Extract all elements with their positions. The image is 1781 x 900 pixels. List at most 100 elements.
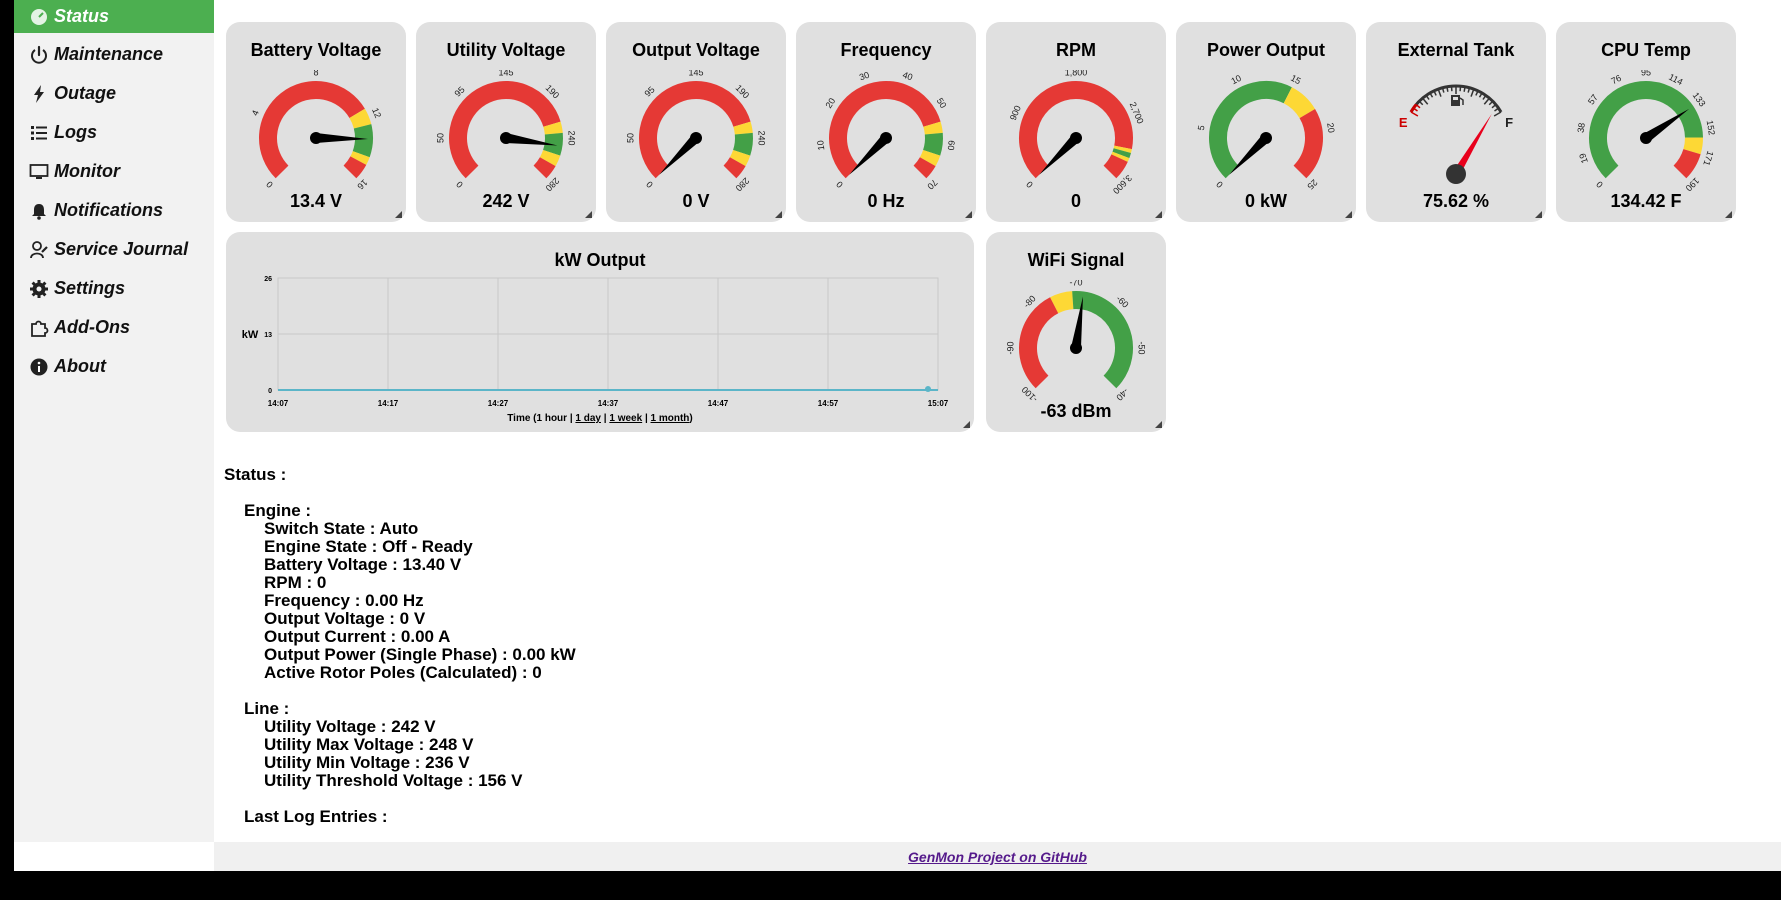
power-output-gauge: 0 5 10 15 20 25 (1196, 73, 1337, 192)
sidebar-item-outage[interactable]: Outage (14, 74, 214, 113)
kw-output-chart-tile: kW Output 14:07 14:17 14:27 14:37 14:47 14:57… (226, 232, 974, 432)
utility-voltage-gauge-tile: Utility Voltage 242 V 0 50 95 145 190 240 280 (416, 22, 596, 222)
sidebar-item-label: Monitor (54, 161, 120, 181)
gauge-band (1019, 297, 1059, 389)
fuel-full-label: F (1505, 115, 1513, 130)
status-line: Active Rotor Poles (Calculated) : 0 (264, 663, 542, 682)
range-1-day-link[interactable]: 1 day (575, 413, 601, 424)
last-log-entries-title: Last Log Entries : (244, 807, 388, 826)
fuel-tick (1429, 92, 1434, 98)
github-link[interactable]: GenMon Project on GitHub (908, 849, 1087, 865)
gauge-band (1209, 81, 1292, 179)
sidebar-item-logs[interactable]: Logs (14, 113, 214, 152)
sidebar-item-label: Service Journal (54, 239, 189, 259)
gauge-tick-label: 95 (643, 85, 657, 99)
gauge-band (449, 81, 561, 179)
gauge-band (919, 149, 941, 167)
list-icon (28, 122, 50, 144)
status-line: Switch State : Auto (264, 519, 419, 538)
info-icon (28, 356, 50, 378)
gauge-title: RPM (1056, 40, 1096, 60)
gauge-needle (659, 134, 700, 175)
resize-handle[interactable] (775, 211, 782, 218)
gauge-title: CPU Temp (1601, 40, 1691, 60)
gauge-hub (1070, 132, 1082, 144)
sidebar-item-monitor[interactable]: Monitor (14, 152, 214, 191)
resize-handle[interactable] (965, 211, 972, 218)
gauge-tick-label: 10 (815, 140, 826, 151)
dashboard-icon (28, 6, 50, 28)
status-line: Output Current : 0.00 A (264, 627, 451, 646)
gauge-needle (1039, 134, 1080, 175)
rpm-gauge-tile: RPM 0 0 900 1,800 2,700 3,600 (986, 22, 1166, 222)
sidebar-item-about[interactable]: About (14, 347, 214, 386)
gauge-band (539, 149, 561, 167)
fuel-tick (1470, 88, 1475, 97)
sidebar-item-settings[interactable]: Settings (14, 269, 214, 308)
resize-handle[interactable] (1345, 211, 1352, 218)
gauge-band (1072, 291, 1133, 389)
chart-x-tick-label: 14:57 (818, 399, 839, 408)
status-line: Output Voltage : 0 V (264, 609, 426, 628)
external-tank-gauge-tile: External Tank 75.62 % E F (1366, 22, 1546, 222)
sidebar-item-maintenance[interactable]: Maintenance (14, 35, 214, 74)
gauge-tick-label: 95 (1641, 70, 1651, 77)
chart-y-tick-label: 0 (268, 388, 272, 395)
resize-handle[interactable] (1155, 211, 1162, 218)
status-line: Utility Voltage : 242 V (264, 717, 436, 736)
gauge-band (729, 149, 751, 167)
gauge-band (1112, 148, 1131, 159)
gauge-title: Utility Voltage (446, 40, 566, 60)
gauge-value: -63 dBm (1040, 401, 1112, 421)
gauge-band (533, 156, 556, 179)
gauge-tick-label: 15 (1289, 73, 1302, 86)
gauge-tick-label: 8 (313, 70, 318, 77)
range-1-week-link[interactable]: 1 week (609, 413, 643, 424)
resize-handle[interactable] (1155, 421, 1162, 428)
sidebar-item-label: Notifications (54, 200, 164, 220)
status-line: Utility Min Voltage : 236 V (264, 753, 470, 772)
fuel-tick (1491, 104, 1497, 109)
sidebar-item-status[interactable]: Status (14, 0, 214, 33)
fuel-tick (1415, 104, 1421, 109)
resize-handle[interactable] (1725, 211, 1732, 218)
sidebar-item-notifications[interactable]: Notifications (14, 191, 214, 230)
gauge-tick-label: 19 (1577, 152, 1590, 165)
time-range-prefix: Time (1 hour | (507, 413, 576, 424)
fuel-tick (1433, 90, 1437, 96)
gauge-band (723, 156, 746, 179)
gauge-tick-label: -70 (1069, 280, 1082, 287)
fuel-tick (1467, 87, 1471, 93)
gauge-band (350, 150, 370, 165)
gauge-hub (690, 132, 702, 144)
gauge-tick-label: -50 (1137, 341, 1147, 354)
gauge-tick-label: 57 (1586, 92, 1600, 106)
power-output-gauge-tile: Power Output 0 kW 0 5 10 15 20 25 (1176, 22, 1356, 222)
status-line: RPM : 0 (264, 573, 327, 592)
gauge-tick-label: 50 (625, 133, 635, 143)
engine-section-title: Engine : (244, 501, 312, 520)
sidebar-item-add-ons[interactable]: Add-Ons (14, 308, 214, 347)
status-line: Utility Max Voltage : 248 V (264, 735, 474, 754)
gauge-value: 75.62 % (1422, 191, 1490, 211)
resize-handle[interactable] (963, 421, 970, 428)
gauge-needle (1229, 134, 1270, 175)
gauge-band (543, 121, 563, 135)
wifi-signal-gauge: -100-90-80-70-60-50-40 (1005, 280, 1147, 404)
gauge-tick-label: 50 (435, 133, 445, 143)
gauge-band (1050, 291, 1074, 314)
sidebar-item-service-journal[interactable]: Service Journal (14, 230, 214, 269)
resize-handle[interactable] (395, 211, 402, 218)
range-1-month-link[interactable]: 1 month (650, 413, 690, 424)
gauge-band (343, 156, 367, 179)
fuel-arc-empty-zone (1409, 103, 1418, 113)
resize-handle[interactable] (585, 211, 592, 218)
gauge-tick-label: 145 (498, 70, 513, 77)
gauge-hub (1640, 132, 1652, 144)
fuel-needle (1452, 113, 1492, 177)
chart-title: kW Output (554, 250, 646, 270)
gauge-title: External Tank (1397, 40, 1515, 60)
resize-handle[interactable] (1535, 211, 1542, 218)
